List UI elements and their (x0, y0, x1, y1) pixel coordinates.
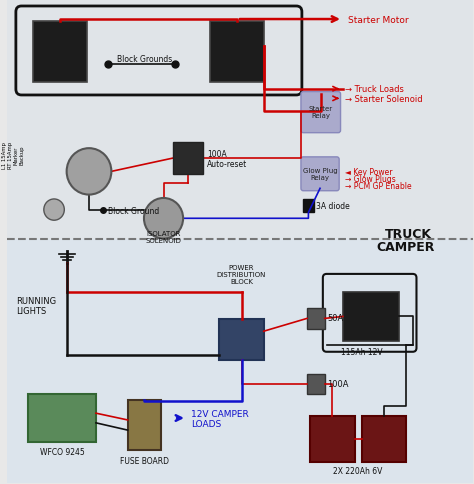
Text: 50A: 50A (327, 314, 343, 323)
Text: 100A: 100A (327, 379, 348, 388)
Bar (310, 416, 355, 462)
Bar (8, 0, 474, 240)
Text: → Starter Solenoid: → Starter Solenoid (345, 95, 423, 104)
Text: → Glow Plugs: → Glow Plugs (345, 175, 396, 184)
Bar (219, 319, 264, 360)
Text: FUSE BOARD: FUSE BOARD (120, 456, 169, 465)
Bar (210, 22, 264, 83)
Bar (343, 293, 399, 341)
Text: Block Grounds: Block Grounds (117, 55, 172, 64)
Text: 3A diode: 3A diode (316, 201, 350, 210)
FancyBboxPatch shape (301, 158, 339, 191)
Bar (362, 416, 406, 462)
FancyBboxPatch shape (301, 92, 340, 134)
Circle shape (144, 198, 183, 239)
Text: Block Ground: Block Ground (108, 207, 159, 215)
Circle shape (67, 149, 111, 195)
Text: CAMPER: CAMPER (376, 241, 435, 253)
Bar (303, 199, 313, 213)
Bar (8, 240, 474, 484)
Bar (173, 143, 203, 174)
Text: L1 15Amp
RT 15Amp
Marker
Backup: L1 15Amp RT 15Amp Marker Backup (2, 142, 24, 168)
Text: 12V CAMPER
LOADS: 12V CAMPER LOADS (191, 409, 249, 428)
Text: Starter
Relay: Starter Relay (309, 106, 333, 119)
Text: → Truck Loads: → Truck Loads (345, 85, 404, 94)
Bar (33, 22, 87, 83)
Text: 2X 220Ah 6V: 2X 220Ah 6V (333, 466, 383, 475)
Bar (307, 374, 325, 394)
Text: POWER
DISTRIBUTION
BLOCK: POWER DISTRIBUTION BLOCK (217, 265, 266, 285)
Bar (307, 309, 325, 329)
Text: WFCO 9245: WFCO 9245 (40, 447, 85, 455)
Text: RUNNING
LIGHTS: RUNNING LIGHTS (16, 296, 56, 316)
Text: 115Ah 12V: 115Ah 12V (341, 347, 383, 356)
Circle shape (44, 199, 64, 221)
Text: Glow Plug
Relay: Glow Plug Relay (303, 168, 337, 181)
Text: → PCM GP Enable: → PCM GP Enable (345, 182, 412, 191)
Text: Starter Motor: Starter Motor (347, 15, 408, 25)
Text: ISOLATOR
SOLENOID: ISOLATOR SOLENOID (146, 230, 182, 243)
Bar (128, 400, 161, 451)
Text: 100A
Auto-reset: 100A Auto-reset (207, 149, 247, 168)
Bar (28, 394, 96, 442)
Text: ◄ Key Power: ◄ Key Power (345, 168, 392, 177)
Text: TRUCK: TRUCK (384, 228, 432, 241)
